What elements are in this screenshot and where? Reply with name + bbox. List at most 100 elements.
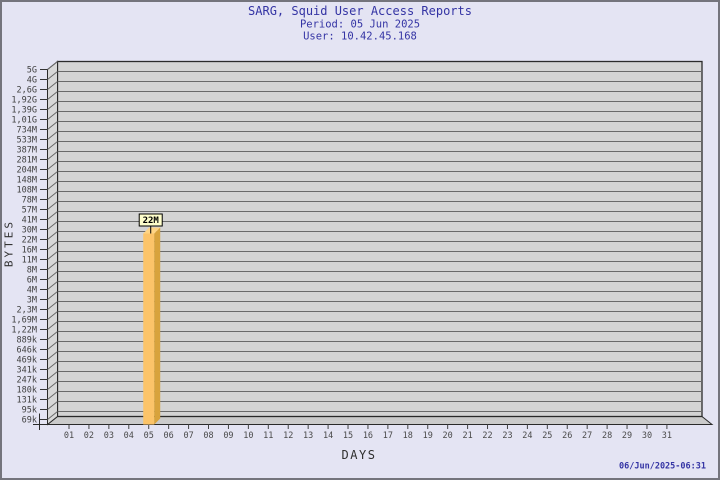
y-tick-label: 108M (17, 186, 37, 196)
x-day-label: 19 (423, 431, 433, 441)
wall-slant (47, 261, 58, 270)
x-day-label: 21 (462, 431, 472, 441)
y-tick-label: 1,39G (11, 106, 37, 116)
x-day-label: 30 (642, 431, 652, 441)
wall-slant (47, 271, 58, 280)
wall-slant (47, 161, 58, 170)
wall-slant (47, 381, 58, 390)
wall-slant (47, 101, 58, 110)
wall-slant (47, 281, 58, 290)
y-tick-label: 533M (17, 136, 37, 146)
wall-slant (47, 251, 58, 260)
x-day-label: 14 (323, 431, 333, 441)
y-tick-label: 387M (17, 146, 37, 156)
x-day-label: 07 (183, 431, 193, 441)
y-tick-label: 2,6G (17, 86, 37, 96)
wall-slant (47, 321, 58, 330)
wall-slant (47, 361, 58, 370)
wall-slant (47, 351, 58, 360)
x-day-label: 01 (64, 431, 74, 441)
x-day-label: 26 (562, 431, 572, 441)
bar-top-face (143, 227, 161, 234)
wall-slant (47, 111, 58, 120)
x-day-label: 17 (383, 431, 393, 441)
x-day-label: 15 (343, 431, 353, 441)
y-tick-label: 11M (22, 256, 37, 266)
y-tick-label: 889k (17, 336, 37, 346)
y-tick-label: 148M (17, 176, 37, 186)
x-day-label: 25 (542, 431, 552, 441)
x-day-label: 18 (403, 431, 413, 441)
wall-slant (47, 61, 58, 70)
y-tick-label: 734M (17, 126, 37, 136)
wall-slant (47, 181, 58, 190)
x-day-label: 16 (363, 431, 373, 441)
wall-slant (47, 311, 58, 320)
x-day-label: 20 (443, 431, 453, 441)
wall-slant (47, 81, 58, 90)
x-day-label: 06 (164, 431, 174, 441)
wall-slant (47, 401, 58, 410)
y-tick-label: 2,3M (17, 306, 37, 316)
x-day-label: 22 (482, 431, 492, 441)
y-tick-label: 1,01G (11, 116, 37, 126)
y-tick-label: 69k (22, 416, 37, 426)
wall-slant (47, 231, 58, 240)
wall-slant (47, 341, 58, 350)
wall-slant (47, 241, 58, 250)
y-tick-label: 6M (27, 276, 37, 286)
wall-slant (47, 301, 58, 310)
x-day-label: 27 (582, 431, 592, 441)
y-tick-label: 41M (22, 216, 37, 226)
plot-backwall (56, 60, 703, 418)
y-tick-label: 469k (17, 356, 37, 366)
bar-value-text: 22M (143, 216, 160, 226)
x-day-label: 09 (223, 431, 233, 441)
x-day-label: 08 (203, 431, 213, 441)
x-day-label: 02 (84, 431, 94, 441)
wall-slant (47, 171, 58, 180)
x-day-label: 31 (662, 431, 672, 441)
x-day-label: 04 (124, 431, 134, 441)
chart-period: Period: 05 Jun 2025 (300, 19, 420, 31)
wall-slant (47, 91, 58, 100)
y-tick-label: 341k (17, 366, 37, 376)
wall-slant (47, 201, 58, 210)
wall-slant (47, 411, 58, 420)
y-axis-title: BYTES (3, 219, 16, 267)
chart-title: SARG, Squid User Access Reports (248, 4, 472, 18)
wall-slant (47, 211, 58, 220)
y-tick-label: 8M (27, 266, 37, 276)
y-tick-label: 95k (22, 406, 37, 416)
wall-slant (47, 141, 58, 150)
bar-side-face (154, 227, 161, 425)
y-tick-label: 22M (22, 236, 37, 246)
x-axis-title: DAYS (342, 448, 377, 462)
y-tick-label: 204M (17, 166, 37, 176)
x-day-label: 29 (622, 431, 632, 441)
bar-front-face (143, 233, 155, 425)
wall-slant (47, 191, 58, 200)
wall-slant (47, 131, 58, 140)
y-tick-label: 3M (27, 296, 37, 306)
bar-value-box (138, 213, 163, 227)
wall-slant (47, 291, 58, 300)
y-tick-label: 1,69M (11, 316, 37, 326)
x-day-label: 10 (243, 431, 253, 441)
wall-slant (47, 371, 58, 380)
y-tick-label: 646k (17, 346, 37, 356)
y-tick-label: 1,22M (11, 326, 37, 336)
x-day-label: 24 (522, 431, 532, 441)
x-day-label: 28 (602, 431, 612, 441)
wall-slant (47, 71, 58, 80)
wall-slant (47, 331, 58, 340)
chart-user: User: 10.42.45.168 (303, 31, 417, 43)
y-tick-label: 4M (27, 286, 37, 296)
wall-slant (47, 151, 58, 160)
x-day-label: 03 (104, 431, 114, 441)
x-day-label: 12 (283, 431, 293, 441)
y-tick-label: 57M (22, 206, 37, 216)
y-tick-label: 131k (17, 396, 37, 406)
